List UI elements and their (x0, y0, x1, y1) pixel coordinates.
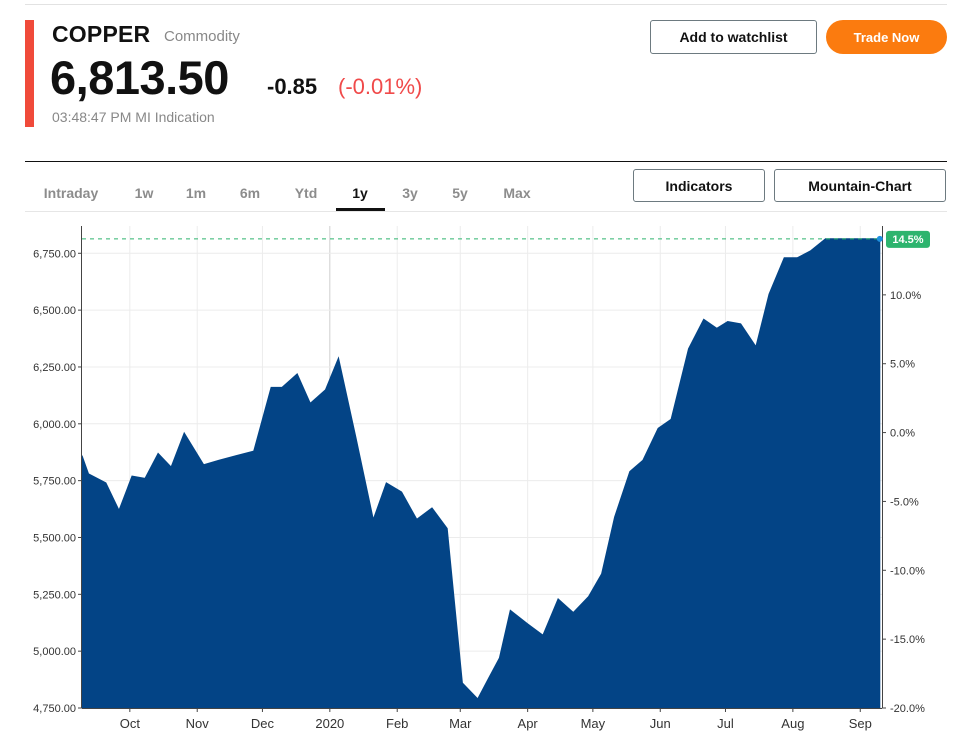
x-tick-label: 2020 (315, 716, 344, 731)
x-tick-label: Jun (650, 716, 671, 731)
y2-tick-label: -15.0% (890, 634, 925, 646)
x-tick-label: Feb (386, 716, 408, 731)
y-tick-label: 6,250.00 (33, 362, 76, 374)
tab-1y[interactable]: 1y (352, 185, 368, 201)
tab-ytd[interactable]: Ytd (294, 185, 318, 201)
x-tick-label: May (581, 716, 606, 731)
price-change-percent: (-0.01%) (338, 74, 423, 99)
tab-intraday[interactable]: Intraday (43, 185, 99, 201)
change-badge-label: 14.5% (892, 234, 923, 246)
y-tick-label: 5,500.00 (33, 532, 76, 544)
tab-3y[interactable]: 3y (402, 185, 418, 201)
indicators-button[interactable]: Indicators (633, 169, 765, 202)
quote-timestamp: 03:48:47 PM MI Indication (52, 109, 215, 125)
section-divider (25, 161, 947, 162)
y-tick-label: 6,500.00 (33, 305, 76, 317)
tab-5y[interactable]: 5y (452, 185, 468, 201)
last-price: 6,813.50 (50, 51, 229, 104)
price-change: -0.85 (267, 74, 318, 99)
tab-1m[interactable]: 1m (185, 185, 207, 201)
x-tick-label: Apr (518, 716, 539, 731)
add-to-watchlist-button[interactable]: Add to watchlist (650, 20, 817, 54)
y-tick-label: 6,000.00 (33, 419, 76, 431)
tab-1w[interactable]: 1w (134, 185, 154, 201)
accent-bar (25, 20, 34, 127)
y2-tick-label: 10.0% (890, 290, 921, 302)
x-tick-label: Jul (717, 716, 734, 731)
x-tick-label: Sep (849, 716, 872, 731)
top-rule (25, 4, 947, 5)
y-tick-label: 5,000.00 (33, 646, 76, 658)
active-tab-indicator (336, 208, 385, 211)
tab-max[interactable]: Max (503, 185, 531, 201)
tab-6m[interactable]: 6m (239, 185, 261, 201)
mountain-chart-button[interactable]: Mountain-Chart (774, 169, 946, 202)
x-tick-label: Oct (120, 716, 141, 731)
tabs-divider (25, 211, 947, 212)
y-tick-label: 5,250.00 (33, 589, 76, 601)
y-tick-label: 5,750.00 (33, 476, 76, 488)
x-tick-label: Mar (449, 716, 472, 731)
y2-tick-label: 0.0% (890, 428, 915, 440)
change-badge (886, 230, 930, 248)
instrument-type: Commodity (164, 28, 240, 45)
last-value-marker (876, 235, 883, 242)
x-tick-label: Nov (186, 716, 210, 731)
y2-tick-label: 5.0% (890, 359, 915, 371)
y2-tick-label: -20.0% (890, 703, 925, 715)
y-tick-label: 4,750.00 (33, 703, 76, 715)
x-tick-label: Dec (251, 716, 275, 731)
instrument-name: COPPER (52, 21, 151, 47)
y2-tick-label: -5.0% (890, 496, 919, 508)
y-tick-label: 6,750.00 (33, 248, 76, 260)
x-tick-label: Aug (781, 716, 804, 731)
y2-tick-label: -10.0% (890, 565, 925, 577)
trade-now-button[interactable]: Trade Now (826, 20, 947, 54)
price-area (81, 238, 881, 709)
